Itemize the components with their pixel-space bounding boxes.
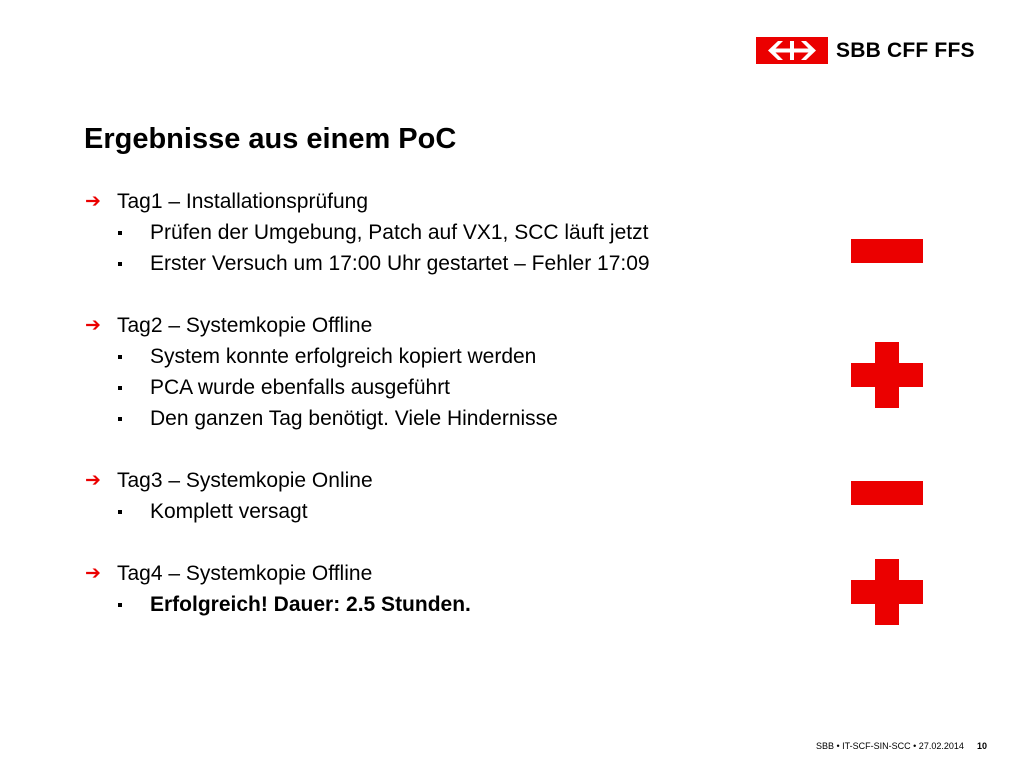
list-item: Erster Versuch um 17:00 Uhr gestartet – … <box>84 248 804 279</box>
arrow-right-icon: ➔ <box>85 315 101 336</box>
arrow-right-icon: ➔ <box>85 470 101 491</box>
sbb-logo-mark <box>756 37 828 64</box>
minus-icon <box>851 239 923 263</box>
day-heading: ➔ Tag1 – Installationsprüfung <box>84 186 804 217</box>
list-item-text: Prüfen der Umgebung, Patch auf VX1, SCC … <box>150 221 649 244</box>
square-bullet-icon <box>118 510 122 514</box>
page-number: 10 <box>977 741 988 751</box>
day-heading-text: Tag4 – Systemkopie Offline <box>117 562 373 585</box>
square-bullet-icon <box>118 603 122 607</box>
plus-icon <box>851 342 923 408</box>
list-item-text: Den ganzen Tag benötigt. Viele Hindernis… <box>150 407 558 430</box>
list-item-text: Erfolgreich! Dauer: 2.5 Stunden. <box>150 593 471 616</box>
list-item: System konnte erfolgreich kopiert werden <box>84 341 804 372</box>
day-heading-text: Tag2 – Systemkopie Offline <box>117 314 373 337</box>
swiss-arrow-logo-icon <box>768 41 816 60</box>
day-heading-text: Tag1 – Installationsprüfung <box>117 190 369 213</box>
list-item: Den ganzen Tag benötigt. Viele Hindernis… <box>84 403 804 434</box>
day-heading: ➔ Tag3 – Systemkopie Online <box>84 465 804 496</box>
arrow-right-icon: ➔ <box>85 191 101 212</box>
list-item-text: PCA wurde ebenfalls ausgeführt <box>150 376 451 399</box>
list-item-text: Erster Versuch um 17:00 Uhr gestartet – … <box>150 252 650 275</box>
page-title: Ergebnisse aus einem PoC <box>84 123 457 155</box>
sbb-logo: SBB CFF FFS <box>756 37 975 64</box>
list-item-text: System konnte erfolgreich kopiert werden <box>150 345 537 368</box>
day-group-1: ➔ Tag1 – Installationsprüfung Prüfen der… <box>84 186 804 279</box>
plus-icon <box>851 559 923 625</box>
minus-icon <box>851 481 923 505</box>
sbb-logo-text: SBB CFF FFS <box>836 38 975 62</box>
square-bullet-icon <box>118 262 122 266</box>
day-heading: ➔ Tag4 – Systemkopie Offline <box>84 558 804 589</box>
square-bullet-icon <box>118 386 122 390</box>
square-bullet-icon <box>118 355 122 359</box>
square-bullet-icon <box>118 231 122 235</box>
list-item-text: Komplett versagt <box>150 500 308 523</box>
footer-text: SBB • IT-SCF-SIN-SCC • 27.02.2014 <box>816 741 964 751</box>
list-item: Komplett versagt <box>84 496 804 527</box>
day-heading: ➔ Tag2 – Systemkopie Offline <box>84 310 804 341</box>
list-item: Erfolgreich! Dauer: 2.5 Stunden. <box>84 589 804 620</box>
list-item: Prüfen der Umgebung, Patch auf VX1, SCC … <box>84 217 804 248</box>
day-group-4: ➔ Tag4 – Systemkopie Offline Erfolgreich… <box>84 558 804 620</box>
square-bullet-icon <box>118 417 122 421</box>
day-group-2: ➔ Tag2 – Systemkopie Offline System konn… <box>84 310 804 434</box>
day-heading-text: Tag3 – Systemkopie Online <box>117 469 373 492</box>
arrow-right-icon: ➔ <box>85 563 101 584</box>
list-item: PCA wurde ebenfalls ausgeführt <box>84 372 804 403</box>
day-group-3: ➔ Tag3 – Systemkopie Online Komplett ver… <box>84 465 804 527</box>
slide-content: ➔ Tag1 – Installationsprüfung Prüfen der… <box>84 186 804 651</box>
